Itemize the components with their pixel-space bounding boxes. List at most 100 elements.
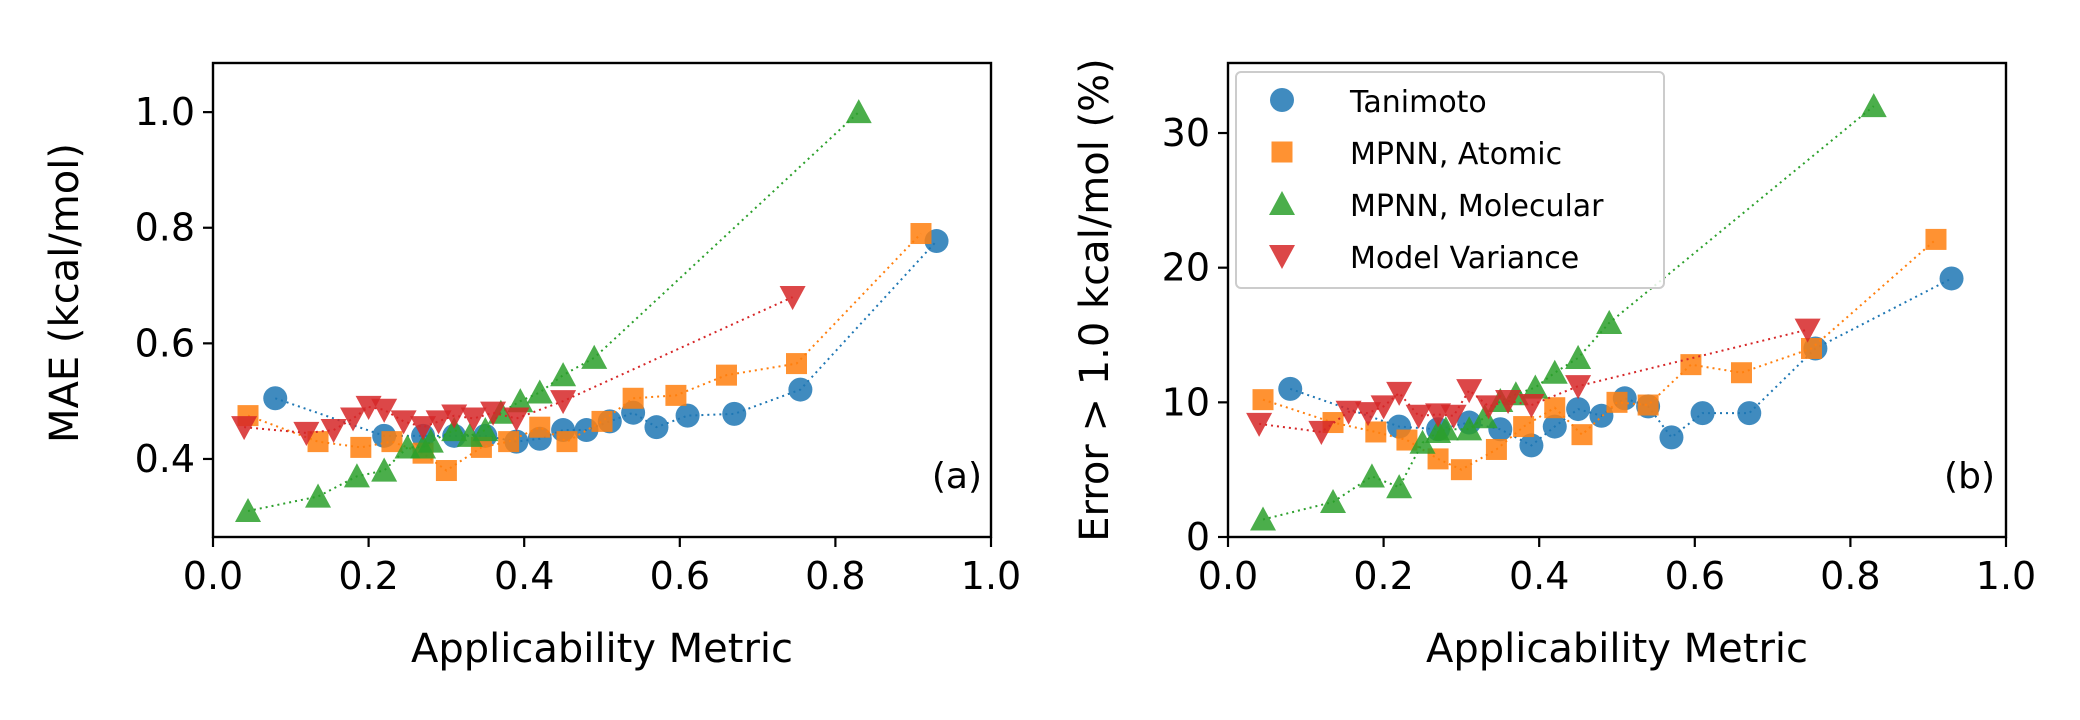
- panel-b-data-point-model-variance: [1495, 389, 1522, 414]
- panel-a-label: (a): [932, 456, 982, 497]
- panel-b-ytick-label: 30: [1162, 111, 1210, 155]
- panel-a-xtick-label: 0.0: [183, 554, 243, 598]
- panel-b-data-point-model-variance: [1355, 402, 1382, 427]
- panel-a-data-point-mpnn-atomic: [350, 436, 372, 458]
- panel-b-data-point-mpnn-atomic: [1252, 389, 1274, 411]
- panel-a-data-point-mpnn-atomic: [591, 410, 613, 432]
- panel-b-ylabel: Error > 1.0 kcal/mol (%): [1072, 58, 1118, 542]
- legend-marker-mpnn-molecular: [1269, 191, 1295, 216]
- panel-a-ytick-label: 1.0: [135, 90, 195, 134]
- panel-b-data-point-model-variance: [1308, 420, 1335, 445]
- panel-b-data-point-mpnn-molecular: [1456, 416, 1483, 441]
- legend: Tanimoto MPNN, Atomic MPNN, Molecular Mo…: [1235, 71, 1665, 289]
- panel-a-data-point-mpnn-molecular: [581, 344, 608, 369]
- panel-a-series-line-mpnn-atomic: [247, 232, 922, 472]
- panel-a-xtick-label: 0.6: [650, 554, 710, 598]
- legend-label-model-variance: Model Variance: [1350, 241, 1579, 276]
- panel-b-data-point-model-variance: [1518, 393, 1545, 419]
- chart-panel-a: MAE (kcal/mol) Applicability Metric (a) …: [42, 61, 1021, 672]
- panel-a-data-point-mpnn-atomic: [715, 364, 737, 386]
- panel-b-data-point-model-variance: [1405, 404, 1432, 429]
- legend-entry-mpnn-atomic: MPNN, Atomic: [1271, 137, 1562, 172]
- panel-b-xlabel: Applicability Metric: [1426, 626, 1808, 672]
- panel-a-series-model-variance: [231, 286, 806, 446]
- panel-a-ytick-label: 0.8: [135, 206, 195, 250]
- panel-a-data-point-mpnn-molecular: [305, 483, 332, 508]
- panel-b-data-point-mpnn-atomic: [1606, 391, 1628, 413]
- panel-a-data-point-mpnn-molecular: [526, 379, 553, 404]
- panel-a-ytick-label: 0.6: [135, 321, 195, 365]
- panel-b-data-point-mpnn-atomic: [1680, 354, 1702, 376]
- panel-a-plot-frame: [211, 61, 993, 539]
- panel-b-data-point-model-variance: [1335, 400, 1362, 425]
- panel-b-xtick-label: 0.6: [1665, 554, 1725, 598]
- legend-label-mpnn-molecular: MPNN, Molecular: [1350, 189, 1604, 224]
- panel-b-plot-frame: [1226, 61, 2008, 539]
- panel-a-data-point-mpnn-molecular: [507, 388, 534, 413]
- panel-a-data-point-tanimoto: [644, 415, 669, 440]
- panel-b-data-point-mpnn-molecular: [1596, 309, 1623, 334]
- panel-b-data-point-mpnn-atomic: [1396, 429, 1418, 451]
- legend-symbol-mpnn-molecular: [1269, 191, 1295, 216]
- panel-a-data-point-mpnn-molecular: [550, 362, 577, 387]
- panel-a-data-point-model-variance: [480, 401, 507, 426]
- legend-box: [1235, 71, 1665, 289]
- panel-a-data-point-mpnn-atomic: [910, 223, 932, 245]
- panel-a-series-mpnn-molecular: [235, 99, 872, 523]
- panel-b-ytick-label: 20: [1162, 246, 1210, 290]
- panel-b-data-point-tanimoto: [1566, 397, 1591, 422]
- panel-b-data-point-mpnn-atomic: [1544, 397, 1566, 419]
- panel-a-data-point-mpnn-molecular: [343, 463, 370, 488]
- panel-a-data-point-model-variance: [550, 390, 577, 415]
- panel-b-data-point-tanimoto: [1939, 266, 1964, 291]
- panel-b-data-point-mpnn-atomic: [1637, 394, 1659, 416]
- panel-a-data-point-model-variance: [371, 398, 398, 423]
- panel-a-data-point-mpnn-atomic: [498, 431, 520, 453]
- legend-entry-tanimoto: Tanimoto: [1270, 85, 1487, 120]
- legend-entry-mpnn-molecular: MPNN, Molecular: [1269, 189, 1604, 224]
- panel-b-data-point-tanimoto: [1519, 433, 1544, 458]
- panel-b-data-point-model-variance: [1794, 318, 1821, 343]
- panel-a-data-point-mpnn-molecular: [417, 428, 444, 453]
- panel-a-data-point-model-variance: [390, 410, 417, 435]
- legend-symbol-tanimoto: [1270, 88, 1294, 112]
- legend-symbol-mpnn-atomic: [1271, 141, 1293, 163]
- panel-b-data-point-model-variance: [1456, 379, 1483, 404]
- panel-a-xtick-label: 1.0: [961, 554, 1021, 598]
- panel-b-xtick-label: 0.0: [1198, 554, 1258, 598]
- legend-label-mpnn-atomic: MPNN, Atomic: [1350, 137, 1562, 172]
- panel-a-data-point-mpnn-atomic: [529, 416, 551, 438]
- chart-panel-b: Error > 1.0 kcal/mol (%) Applicability M…: [1072, 58, 2036, 672]
- panel-b-data-point-mpnn-atomic: [1925, 228, 1947, 250]
- panel-a-data-point-mpnn-atomic: [435, 460, 457, 482]
- panel-a-data-point-model-variance: [779, 286, 806, 311]
- panel-b-xtick-label: 0.4: [1509, 554, 1569, 598]
- panel-a-data-point-model-variance: [441, 404, 468, 429]
- panel-a-xtick-label: 0.2: [338, 554, 398, 598]
- panel-b-data-point-mpnn-atomic: [1365, 421, 1387, 443]
- panel-b-data-point-model-variance: [1565, 375, 1592, 400]
- panel-b-data-point-mpnn-molecular: [1860, 93, 1887, 118]
- panel-b-data-point-mpnn-molecular: [1250, 506, 1277, 531]
- panel-b-data-point-tanimoto: [1690, 401, 1715, 426]
- panel-a-data-point-model-variance: [460, 407, 487, 432]
- panel-b-data-point-mpnn-molecular: [1386, 474, 1413, 499]
- panel-a-data-point-mpnn-atomic: [307, 431, 329, 453]
- panel-a-data-point-tanimoto: [675, 403, 700, 428]
- legend-marker-mpnn-atomic: [1271, 141, 1293, 163]
- panel-b-data-point-mpnn-molecular: [1358, 463, 1385, 488]
- legend-entry-model-variance: Model Variance: [1269, 241, 1579, 276]
- panel-b-data-point-mpnn-atomic: [1485, 438, 1507, 460]
- panel-b-data-point-mpnn-atomic: [1571, 424, 1593, 446]
- legend-marker-model-variance: [1269, 244, 1295, 269]
- panel-a-data-point-model-variance: [293, 421, 320, 446]
- panel-a-xlabel: Applicability Metric: [411, 626, 793, 672]
- panel-b-ytick-label: 10: [1162, 380, 1210, 424]
- panel-a-data-point-mpnn-molecular: [441, 417, 468, 442]
- panel-a-xtick-label: 0.4: [494, 554, 554, 598]
- panel-a-data-point-model-variance: [340, 407, 367, 432]
- panel-b-xtick-label: 0.8: [1820, 554, 1880, 598]
- legend-symbol-model-variance: [1269, 244, 1295, 269]
- panel-b-data-point-model-variance: [1370, 395, 1397, 420]
